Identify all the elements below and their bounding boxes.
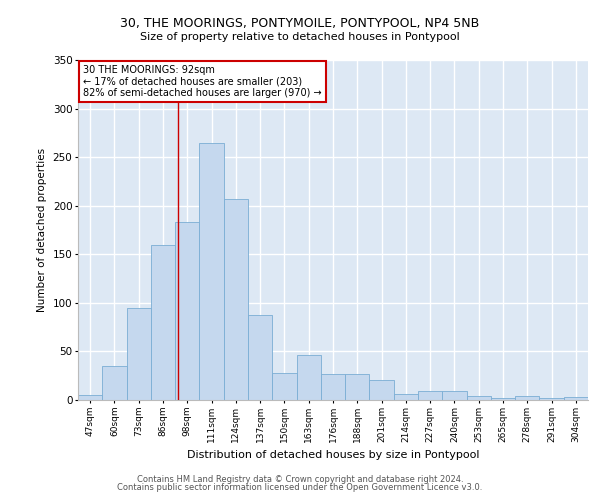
Y-axis label: Number of detached properties: Number of detached properties bbox=[37, 148, 47, 312]
Bar bbox=[442, 392, 467, 400]
Text: 30 THE MOORINGS: 92sqm
← 17% of detached houses are smaller (203)
82% of semi-de: 30 THE MOORINGS: 92sqm ← 17% of detached… bbox=[83, 65, 322, 98]
Bar bbox=[321, 374, 345, 400]
Bar bbox=[345, 374, 370, 400]
Text: Size of property relative to detached houses in Pontypool: Size of property relative to detached ho… bbox=[140, 32, 460, 42]
Bar bbox=[199, 142, 224, 400]
Bar bbox=[78, 395, 102, 400]
Bar bbox=[224, 199, 248, 400]
Bar bbox=[515, 396, 539, 400]
Bar bbox=[370, 380, 394, 400]
Bar bbox=[418, 392, 442, 400]
Text: Contains HM Land Registry data © Crown copyright and database right 2024.: Contains HM Land Registry data © Crown c… bbox=[137, 475, 463, 484]
Bar bbox=[491, 398, 515, 400]
Bar bbox=[296, 356, 321, 400]
Bar bbox=[127, 308, 151, 400]
Bar bbox=[467, 396, 491, 400]
Bar bbox=[175, 222, 199, 400]
X-axis label: Distribution of detached houses by size in Pontypool: Distribution of detached houses by size … bbox=[187, 450, 479, 460]
Bar bbox=[272, 373, 296, 400]
Bar bbox=[248, 314, 272, 400]
Bar bbox=[539, 398, 564, 400]
Bar bbox=[102, 366, 127, 400]
Bar bbox=[151, 244, 175, 400]
Bar bbox=[564, 397, 588, 400]
Text: 30, THE MOORINGS, PONTYMOILE, PONTYPOOL, NP4 5NB: 30, THE MOORINGS, PONTYMOILE, PONTYPOOL,… bbox=[121, 18, 479, 30]
Bar bbox=[394, 394, 418, 400]
Text: Contains public sector information licensed under the Open Government Licence v3: Contains public sector information licen… bbox=[118, 484, 482, 492]
